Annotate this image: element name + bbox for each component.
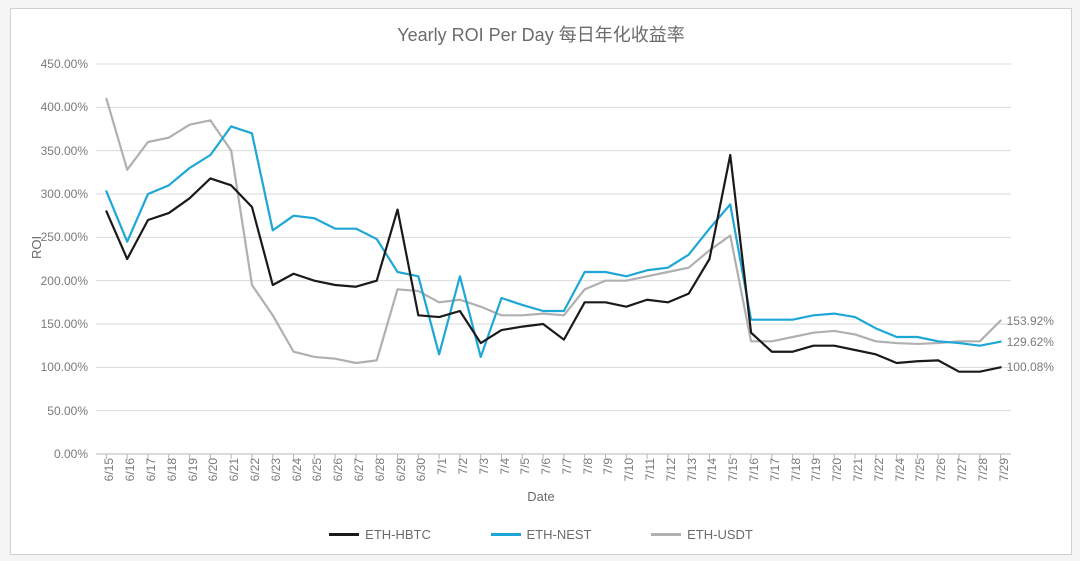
- x-tick-label: 7/21: [851, 454, 865, 481]
- x-tick-label: 7/6: [539, 454, 553, 475]
- x-tick-label: 7/25: [913, 454, 927, 481]
- y-tick-label: 150.00%: [41, 317, 96, 331]
- y-tick-label: 50.00%: [47, 404, 96, 418]
- x-tick-label: 6/25: [310, 454, 324, 481]
- x-tick-label: 7/2: [456, 454, 470, 475]
- legend-label: ETH-USDT: [687, 527, 753, 542]
- x-tick-label: 7/1: [435, 454, 449, 475]
- plot-area: 0.00%50.00%100.00%150.00%200.00%250.00%3…: [96, 64, 1011, 454]
- x-tick-label: 6/21: [227, 454, 241, 481]
- x-tick-label: 7/14: [705, 454, 719, 481]
- legend-label: ETH-NEST: [527, 527, 592, 542]
- chart-title: Yearly ROI Per Day 每日年化收益率: [11, 21, 1071, 47]
- x-tick-label: 7/4: [498, 454, 512, 475]
- x-tick-label: 7/29: [997, 454, 1011, 481]
- y-tick-label: 400.00%: [41, 100, 96, 114]
- y-tick-label: 250.00%: [41, 230, 96, 244]
- y-tick-label: 100.00%: [41, 360, 96, 374]
- x-tick-label: 6/26: [331, 454, 345, 481]
- x-tick-label: 7/27: [955, 454, 969, 481]
- x-tick-label: 6/17: [144, 454, 158, 481]
- series-lines: [96, 64, 1011, 454]
- x-tick-label: 6/27: [352, 454, 366, 481]
- x-tick-label: 7/16: [747, 454, 761, 481]
- legend-swatch: [651, 533, 681, 536]
- y-tick-label: 450.00%: [41, 57, 96, 71]
- y-tick-label: 200.00%: [41, 274, 96, 288]
- x-tick-label: 6/30: [414, 454, 428, 481]
- x-tick-label: 7/13: [685, 454, 699, 481]
- legend-swatch: [491, 533, 521, 536]
- series-end-label: 129.62%: [1007, 335, 1054, 349]
- x-tick-label: 6/19: [186, 454, 200, 481]
- legend: ETH-HBTC ETH-NEST ETH-USDT: [11, 524, 1071, 542]
- legend-swatch: [329, 533, 359, 536]
- y-tick-label: 0.00%: [54, 447, 96, 461]
- x-axis-title: Date: [11, 489, 1071, 504]
- x-tick-label: 6/28: [373, 454, 387, 481]
- x-tick-label: 7/12: [664, 454, 678, 481]
- x-tick-label: 7/3: [477, 454, 491, 475]
- x-tick-label: 6/24: [290, 454, 304, 481]
- series-end-label: 153.92%: [1007, 314, 1054, 328]
- series-end-label: 100.08%: [1007, 360, 1054, 374]
- x-tick-label: 6/20: [206, 454, 220, 481]
- x-tick-label: 7/5: [518, 454, 532, 475]
- series-eth-nest: [106, 126, 1000, 357]
- x-tick-label: 6/16: [123, 454, 137, 481]
- x-tick-label: 7/11: [643, 454, 657, 480]
- x-tick-label: 7/15: [726, 454, 740, 481]
- legend-label: ETH-HBTC: [365, 527, 431, 542]
- x-tick-label: 6/23: [269, 454, 283, 481]
- x-tick-label: 7/26: [934, 454, 948, 481]
- x-tick-label: 6/22: [248, 454, 262, 481]
- legend-item-eth-hbtc: ETH-HBTC: [329, 527, 431, 542]
- x-tick-label: 7/10: [622, 454, 636, 481]
- x-tick-label: 6/15: [102, 454, 116, 481]
- x-tick-label: 6/29: [394, 454, 408, 481]
- x-tick-label: 7/18: [789, 454, 803, 481]
- x-tick-label: 7/19: [809, 454, 823, 481]
- x-tick-label: 7/8: [581, 454, 595, 475]
- x-tick-label: 7/20: [830, 454, 844, 481]
- x-tick-label: 7/24: [893, 454, 907, 481]
- x-tick-label: 7/9: [601, 454, 615, 475]
- legend-item-eth-nest: ETH-NEST: [491, 527, 592, 542]
- chart-container: Yearly ROI Per Day 每日年化收益率 ROI 0.00%50.0…: [10, 8, 1072, 555]
- y-tick-label: 350.00%: [41, 144, 96, 158]
- x-tick-label: 7/17: [768, 454, 782, 481]
- x-tick-label: 6/18: [165, 454, 179, 481]
- legend-item-eth-usdt: ETH-USDT: [651, 527, 753, 542]
- x-tick-label: 7/28: [976, 454, 990, 481]
- x-tick-label: 7/7: [560, 454, 574, 475]
- x-tick-label: 7/22: [872, 454, 886, 481]
- y-tick-label: 300.00%: [41, 187, 96, 201]
